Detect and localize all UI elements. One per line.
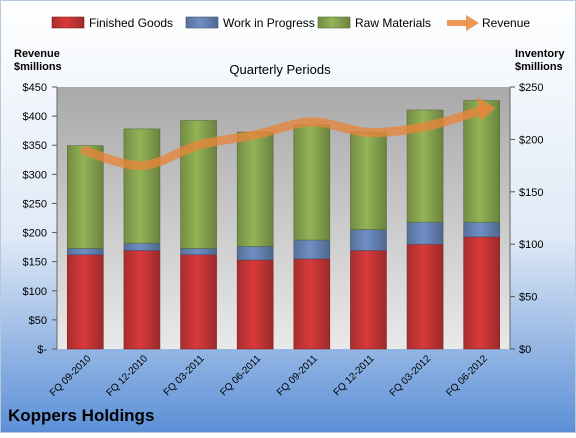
left-axis-tick-label: $100 xyxy=(23,286,47,298)
right-axis-tick-label: $200 xyxy=(519,134,543,146)
revenue-arrowhead xyxy=(477,97,496,122)
right-axis-tick-label: $250 xyxy=(519,82,543,94)
bar-raw-materials xyxy=(350,131,387,230)
bar-work-in-progress xyxy=(123,242,161,251)
bar-work-in-progress xyxy=(236,245,274,261)
chart-title: Quarterly Periods xyxy=(229,62,331,77)
legend-item-raw-materials: Raw Materials xyxy=(317,16,431,30)
bar-work-in-progress xyxy=(406,221,444,245)
left-axis-tick-label: $- xyxy=(37,344,47,356)
left-axis: $- $50 $100 $150 $200 $250 $300 $350 $400 $450 xyxy=(23,82,58,356)
right-axis-tick-label: $50 xyxy=(519,292,537,304)
bar-work-in-progress xyxy=(293,239,331,260)
bar-finished-goods xyxy=(293,258,331,350)
bar-finished-goods xyxy=(236,259,274,350)
revenue-line xyxy=(80,105,487,171)
left-axis-tick-label: $400 xyxy=(23,111,47,123)
bar-finished-goods xyxy=(180,254,217,350)
company-name: Koppers Holdings xyxy=(8,406,154,425)
left-axis-label-line1: Revenue xyxy=(14,48,60,60)
left-axis-tick-label: $250 xyxy=(23,198,47,210)
right-axis-label-line1: Inventory xyxy=(515,48,565,60)
right-axis: $0 $50 $100 $150 $200 $250 xyxy=(509,82,543,356)
bar-finished-goods xyxy=(463,236,500,350)
left-axis-label-line2: $millions xyxy=(14,61,62,73)
right-axis-tick-label: $0 xyxy=(519,344,531,356)
bar-raw-materials xyxy=(293,124,331,241)
left-axis-tick-label: $50 xyxy=(29,315,47,327)
legend-label: Revenue xyxy=(482,16,530,30)
left-axis-tick-label: $450 xyxy=(23,82,47,94)
legend: Finished Goods Work in Progress Raw Materi… xyxy=(51,15,530,31)
bar-work-in-progress xyxy=(67,248,104,255)
left-axis-tick-label: $200 xyxy=(23,228,47,240)
legend-item-revenue: Revenue xyxy=(447,15,530,31)
left-axis-tick-label: $300 xyxy=(23,169,47,181)
bar-work-in-progress xyxy=(463,221,500,238)
legend-arrowhead xyxy=(466,15,479,31)
legend-swatch xyxy=(51,16,85,29)
bar-raw-materials xyxy=(236,131,274,247)
bar-work-in-progress xyxy=(350,229,387,251)
bar-finished-goods xyxy=(67,254,104,350)
legend-label: Finished Goods xyxy=(89,16,173,30)
bar-finished-goods xyxy=(406,243,444,350)
revenue-line-layer xyxy=(80,97,496,171)
legend-swatch xyxy=(185,16,219,29)
right-axis-label-line2: $millions xyxy=(515,61,563,73)
legend-label: Raw Materials xyxy=(355,16,431,30)
bar-finished-goods xyxy=(123,250,161,350)
legend-item-work-in-progress: Work in Progress xyxy=(185,16,315,30)
right-axis-tick-label: $150 xyxy=(519,187,543,199)
bar-raw-materials xyxy=(463,100,500,223)
legend-item-finished-goods: Finished Goods xyxy=(51,16,173,30)
left-axis-tick-label: $350 xyxy=(23,140,47,152)
left-axis-tick-label: $150 xyxy=(23,257,47,269)
legend-label: Work in Progress xyxy=(223,16,315,30)
bar-raw-materials xyxy=(123,128,161,244)
bar-raw-materials xyxy=(67,145,104,249)
bar-work-in-progress xyxy=(180,248,217,255)
bar-finished-goods xyxy=(350,250,387,350)
legend-swatch xyxy=(317,16,351,29)
right-axis-tick-label: $100 xyxy=(519,239,543,251)
